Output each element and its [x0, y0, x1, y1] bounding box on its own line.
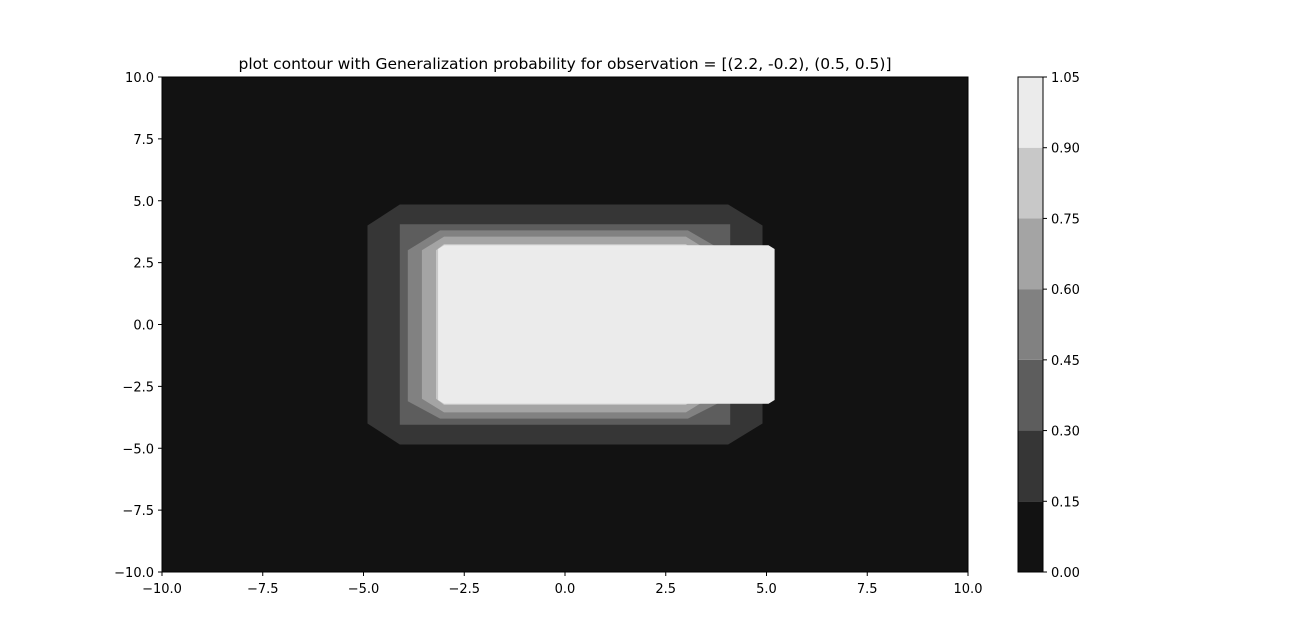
colorbar-frame — [1017, 76, 1044, 573]
x-tick-label: 5.0 — [756, 582, 777, 597]
y-tick-label: 5.0 — [133, 195, 154, 210]
x-tick-label: 0.0 — [555, 582, 576, 597]
colorbar-tick-label: 0.00 — [1051, 566, 1080, 581]
colorbar-band-1 — [1018, 430, 1043, 502]
colorbar-band-6 — [1018, 77, 1043, 148]
x-tick-label: 7.5 — [857, 582, 878, 597]
x-axis: −10.0 −7.5 −5.0 −2.5 0.0 2.5 5.0 7.5 10.0 — [142, 572, 982, 597]
colorbar-tick-label: 0.15 — [1051, 495, 1080, 510]
x-tick-label: −7.5 — [247, 582, 279, 597]
colorbar-tick-label: 0.90 — [1051, 142, 1080, 157]
colorbar-band-0 — [1018, 501, 1043, 572]
x-tick-label: −5.0 — [348, 582, 380, 597]
plot-area — [161, 76, 969, 573]
y-tick-label: 7.5 — [133, 133, 154, 148]
colorbar-band-2 — [1018, 359, 1043, 431]
x-tick-label: −10.0 — [142, 582, 182, 597]
y-tick-label: 10.0 — [125, 71, 154, 86]
y-tick-label: 0.0 — [133, 319, 154, 334]
colorbar-tick-label: 0.60 — [1051, 283, 1080, 298]
x-tick-label: 2.5 — [655, 582, 676, 597]
y-tick-label: −5.0 — [122, 442, 154, 457]
colorbar-band-5 — [1018, 147, 1043, 219]
colorbar-band-3 — [1018, 289, 1043, 360]
chart-title: plot contour with Generalization probabi… — [238, 55, 891, 73]
x-tick-label: −2.5 — [448, 582, 480, 597]
y-tick-label: −7.5 — [122, 504, 154, 519]
colorbar: 0.00 0.15 0.30 0.45 0.60 0.75 0.90 1.05 — [1017, 71, 1080, 581]
colorbar-tick-label: 0.45 — [1051, 354, 1080, 369]
contour-region-level-6 — [438, 245, 775, 404]
colorbar-tick-label: 1.05 — [1051, 71, 1080, 86]
y-tick-label: 2.5 — [133, 257, 154, 272]
y-tick-label: −10.0 — [114, 566, 154, 581]
colorbar-band-4 — [1018, 218, 1043, 290]
y-axis: 10.0 7.5 5.0 2.5 0.0 −2.5 −5.0 −7.5 −10.0 — [114, 71, 162, 581]
y-tick-label: −2.5 — [122, 380, 154, 395]
x-tick-label: 10.0 — [954, 582, 983, 597]
colorbar-tick-label: 0.30 — [1051, 425, 1080, 440]
colorbar-tick-label: 0.75 — [1051, 212, 1080, 227]
